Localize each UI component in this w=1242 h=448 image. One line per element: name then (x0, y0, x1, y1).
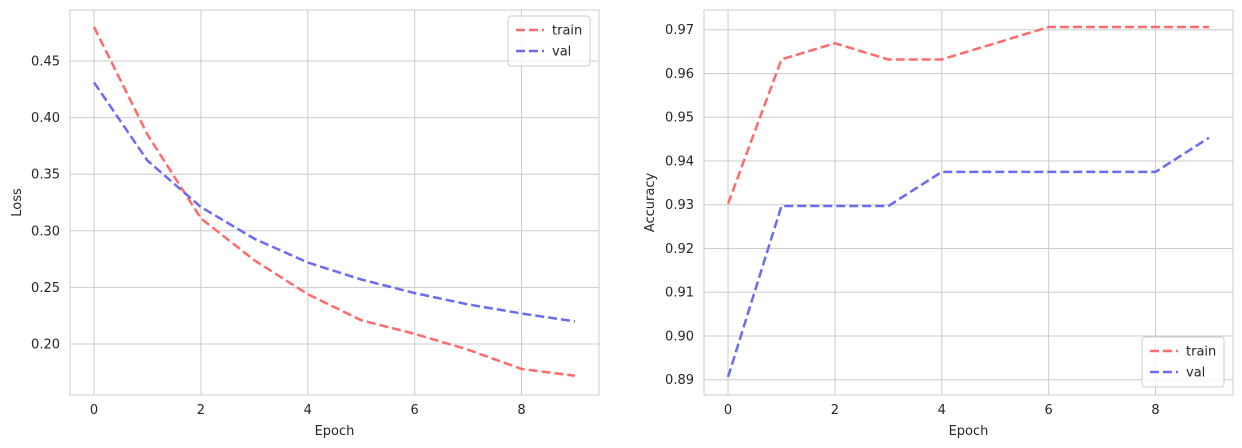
loss-x-axis-label: Epoch (315, 424, 355, 439)
loss-plot-frame (69, 9, 600, 396)
acc-x-tick-label: 0 (724, 403, 732, 418)
loss-x-tick-label: 4 (304, 403, 312, 418)
loss-series-val-line (93, 81, 576, 323)
acc-series-train-line (726, 25, 1209, 205)
loss-y-tick-label: 0.25 (31, 281, 60, 296)
acc-x-tick-label: 6 (1045, 403, 1053, 418)
loss-series-train-line (92, 26, 576, 377)
loss-y-axis-label: Loss (10, 188, 25, 217)
loss-x-tick-label: 6 (411, 403, 419, 418)
acc-y-tick-label: 0.90 (665, 329, 694, 344)
loss-y-tick-label: 0.45 (31, 54, 60, 69)
loss-y-tick-label: 0.30 (31, 224, 60, 239)
acc-x-tick-label: 2 (831, 403, 839, 418)
acc-plot-frame (703, 9, 1234, 396)
loss-chart: 0 2 4 6 8 0.20 0.25 0.30 0.35 0.40 0.45 Epoch Loss tr… (10, 9, 600, 439)
acc-y-tick-label: 0.97 (665, 23, 694, 38)
acc-y-tick-label: 0.92 (665, 242, 694, 257)
loss-x-tick-label: 0 (90, 403, 98, 418)
loss-legend-label-val: val (552, 45, 571, 60)
accuracy-chart: 0 2 4 6 8 0.89 0.90 0.91 0.92 0.93 0.94 0.95 0.96 0.9… (643, 9, 1234, 439)
acc-legend-label-val: val (1186, 366, 1205, 381)
acc-y-tick-label: 0.96 (665, 67, 694, 82)
loss-legend-label-train: train (552, 24, 582, 39)
acc-series-val-line (726, 136, 1210, 378)
acc-x-axis-label: Epoch (949, 424, 989, 439)
loss-y-tick-label: 0.40 (31, 111, 60, 126)
loss-y-tick-label: 0.35 (31, 168, 60, 183)
loss-x-tick-label: 8 (517, 403, 525, 418)
acc-y-axis-label: Accuracy (643, 173, 658, 233)
loss-x-tick-label: 2 (197, 403, 205, 418)
loss-legend (507, 15, 591, 67)
acc-legend-label-train: train (1186, 345, 1216, 360)
acc-legend (1141, 336, 1225, 388)
acc-y-tick-label: 0.94 (665, 154, 694, 169)
acc-y-tick-label: 0.91 (665, 286, 694, 301)
acc-x-tick-label: 4 (938, 403, 946, 418)
loss-y-tick-label: 0.20 (31, 338, 60, 353)
acc-x-tick-label: 8 (1151, 403, 1159, 418)
acc-y-tick-label: 0.93 (665, 198, 694, 213)
acc-y-tick-label: 0.95 (665, 111, 694, 126)
acc-y-tick-label: 0.89 (665, 373, 694, 388)
